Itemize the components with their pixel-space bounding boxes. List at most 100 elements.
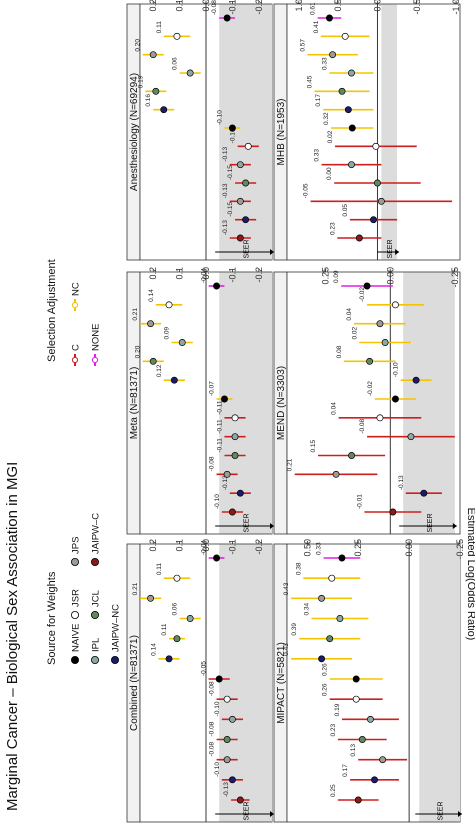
point-estimate [231, 433, 239, 441]
point-estimate [338, 87, 346, 95]
data-label: -0.13 [222, 183, 229, 198]
point-estimate [355, 234, 363, 242]
y-tick-label: 0.0 [201, 0, 211, 12]
legend-selection-swatch [91, 356, 99, 364]
data-label: 0.02 [327, 130, 334, 143]
data-label: -0.08 [209, 456, 216, 471]
point-estimate [372, 142, 380, 150]
data-label: -0.15 [227, 165, 234, 180]
data-label: 0.08 [336, 345, 343, 358]
point-estimate [376, 320, 384, 328]
data-label: 0.20 [135, 345, 142, 358]
point-estimate [373, 179, 381, 187]
data-label: 0.45 [307, 75, 314, 88]
legend-weights-swatch [91, 611, 100, 620]
data-label: 0.13 [350, 744, 357, 757]
data-label: 0.21 [287, 458, 294, 471]
legend-selection-swatch [71, 356, 79, 364]
point-estimate [341, 32, 349, 40]
point-estimate [173, 32, 181, 40]
panel-title: Combined (N=81371) [129, 635, 140, 731]
point-estimate [228, 508, 236, 516]
seer-label: SEER [244, 801, 251, 820]
data-label: -0.13 [222, 220, 229, 235]
seer-band [219, 544, 272, 822]
data-label: 0.17 [342, 764, 349, 777]
point-estimate [391, 395, 399, 403]
seer-label: SEER [427, 513, 434, 532]
chart-panel: Anesthesiology (N=69294) 0.2 0.1 0.0 -0.1 -0.… [126, 0, 274, 261]
seer-arrow-head [270, 811, 274, 817]
y-tick-label: 0.2 [148, 0, 158, 12]
chart-panel: Meta (N=81371) 0.2 0.1 0.0 -0.1 -0.2 SEER -0.10… [126, 267, 274, 535]
data-label: 0.61 [310, 2, 317, 15]
legend-selection-swatch [71, 301, 79, 309]
y-tick-label: 0.0 [201, 539, 211, 552]
point-estimate [348, 161, 355, 169]
point-estimate [236, 796, 244, 804]
data-label: -0.10 [393, 362, 400, 377]
y-axis-title: Estimated Log(Odds Ratio) [465, 508, 475, 641]
point-estimate [366, 357, 374, 365]
legend-weights-label: JCL [91, 590, 102, 607]
legend-selection-label: NONE [91, 324, 102, 351]
legend-weights-swatch [111, 656, 120, 665]
legend-weights-label: JSR [71, 589, 82, 607]
point-estimate [149, 357, 157, 365]
point-estimate [332, 470, 340, 478]
y-tick-label: -0.2 [254, 267, 264, 283]
legend-weights-label: JPS [71, 537, 82, 554]
point-estimate [389, 508, 397, 516]
y-tick-label: -0.1 [227, 0, 237, 15]
panel-title: MEND (N=3303) [276, 366, 287, 440]
point-estimate [221, 395, 228, 403]
point-estimate [366, 715, 374, 723]
data-label: -0.07 [209, 381, 216, 396]
data-label: 0.26 [322, 663, 329, 676]
data-label: -0.05 [303, 183, 310, 198]
chart-panel: MEND (N=3303) 0.25 0.00 -0.25 SEER -0.01 -0.13… [273, 267, 461, 535]
point-estimate [352, 675, 360, 683]
point-estimate [173, 574, 181, 582]
data-label: 0.06 [172, 57, 179, 70]
point-estimate [165, 655, 173, 663]
point-estimate [381, 339, 389, 346]
point-estimate [242, 216, 250, 224]
seer-arrow-head [270, 249, 274, 255]
data-label: 0.11 [161, 623, 168, 636]
point-estimate [412, 376, 420, 384]
data-label: 0.17 [315, 94, 322, 107]
point-estimate [338, 554, 346, 562]
y-tick-label: 0.25 [353, 539, 363, 557]
y-tick-label: -0.1 [227, 267, 237, 283]
y-tick-label: -0.1 [227, 539, 237, 555]
seer-label: SEER [244, 513, 251, 532]
data-label: -0.04 [201, 540, 208, 555]
data-label: -0.02 [359, 287, 366, 302]
data-label: 0.06 [172, 602, 179, 615]
point-estimate [236, 161, 244, 169]
point-estimate [149, 51, 157, 59]
point-estimate [231, 414, 239, 422]
y-tick-label: -0.25 [455, 539, 465, 560]
legend-weights-swatch [91, 558, 100, 567]
data-label: 0.19 [137, 75, 144, 88]
legend-weights-label: IPL [91, 638, 102, 652]
data-label: 0.09 [164, 326, 171, 339]
data-label: -0.08 [211, 0, 218, 15]
data-label: -0.02 [367, 381, 374, 396]
data-label: 0.05 [342, 204, 349, 217]
point-estimate [173, 635, 181, 643]
data-label: 0.11 [156, 21, 163, 34]
y-tick-label: 0.1 [175, 267, 185, 280]
data-label: 0.21 [132, 308, 139, 321]
seer-band [219, 272, 272, 534]
point-estimate [407, 433, 415, 441]
point-estimate [329, 51, 337, 59]
point-estimate [391, 301, 399, 309]
legend-selection: Selection Adjustment C NONE NC [46, 259, 102, 366]
data-label: 0.12 [156, 364, 163, 377]
legend-weights-title: Source for Weights [46, 571, 58, 665]
legend-selection-title: Selection Adjustment [46, 259, 58, 362]
y-tick-label: 0.1 [175, 539, 185, 552]
